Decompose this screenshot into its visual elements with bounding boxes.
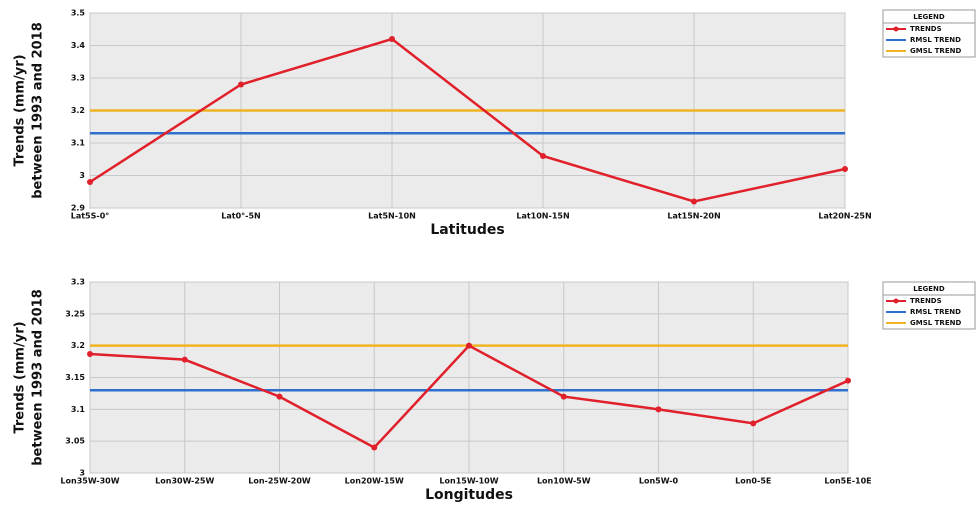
x-tick-label: Lon30W-25W [155,477,214,486]
point [276,393,283,400]
x-tick-label: Lat0°-5N [221,212,260,221]
legend-label: TRENDS [910,297,942,305]
legend-marker [893,298,899,304]
x-tick-label: Lon10W-5W [537,477,591,486]
x-tick-label: Lat15N-20N [667,212,720,221]
y-axis-label: Trends (mm/yr) [13,321,28,433]
point [750,420,757,427]
point [87,179,93,185]
y-tick-label: 3.05 [65,437,85,446]
y-tick-label: 3.4 [71,41,86,50]
y-tick-label: 3.2 [71,341,85,350]
x-tick-label: Lat20N-25N [818,212,871,221]
point [842,166,848,172]
x-tick-label: Lat10N-15N [516,212,569,221]
point [87,350,93,357]
x-axis-label: Longitudes [425,487,513,503]
x-tick-label: Lon0-5E [735,477,771,486]
y-axis-label: Trends (mm/yr) [13,54,28,166]
point [181,356,188,363]
legend-label: GMSL TREND [910,319,961,327]
y-tick-label: 2.9 [71,204,86,213]
y-tick-label: 3.3 [71,74,85,83]
y-tick-label: 3.15 [65,373,85,382]
y-axis-label: between 1993 and 2018 [31,289,46,466]
legend-label: RMSL TREND [910,308,961,316]
legend-title: LEGEND [913,13,945,21]
y-tick-label: 3.1 [71,405,86,414]
legend-box [882,281,976,330]
point [466,342,472,349]
legend-label: RMSL TREND [910,36,961,44]
legend-label: GMSL TREND [910,47,961,55]
x-tick-label: Lat5N-10N [368,212,416,221]
x-axis-label: Latitudes [430,222,504,238]
legend-box [882,9,976,58]
x-tick-label: Lon35W-30W [60,477,119,486]
legend-marker [893,26,899,32]
point [238,81,244,88]
point [371,444,378,451]
legend-label: TRENDS [910,25,942,33]
point [655,406,662,413]
x-tick-label: Lon15W-10W [439,477,498,486]
x-tick-label: Lat5S-0° [71,212,110,221]
y-tick-label: 3.2 [71,106,85,115]
series-line [89,37,846,203]
y-tick-label: 3 [79,469,85,478]
x-tick-label: Lon5W-0 [639,477,679,486]
y-tick-label: 3.25 [65,309,85,318]
y-tick-label: 3.1 [71,139,86,148]
y-tick-label: 3.3 [71,278,85,287]
y-tick-label: 3 [79,171,85,180]
point [540,153,546,159]
x-tick-label: Lon-25W-20W [248,477,311,486]
point [845,377,851,384]
legend-title: LEGEND [913,285,945,293]
y-axis-label: between 1993 and 2018 [31,22,46,199]
y-tick-label: 3.5 [71,9,86,18]
x-tick-label: Lon20W-15W [345,477,404,486]
point [389,36,395,42]
point [691,198,697,205]
x-tick-label: Lon5E-10E [824,477,871,486]
point [560,393,567,400]
